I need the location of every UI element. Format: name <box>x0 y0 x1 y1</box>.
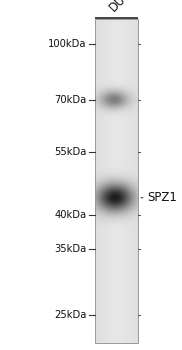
Text: 55kDa: 55kDa <box>54 147 86 157</box>
Text: 35kDa: 35kDa <box>54 244 86 253</box>
Text: 70kDa: 70kDa <box>54 95 86 105</box>
Text: 100kDa: 100kDa <box>48 39 86 49</box>
Bar <box>95 19 138 343</box>
Text: 25kDa: 25kDa <box>54 310 86 320</box>
Text: DU145: DU145 <box>107 0 145 14</box>
Text: SPZ1: SPZ1 <box>147 191 177 204</box>
Text: 40kDa: 40kDa <box>54 210 86 220</box>
